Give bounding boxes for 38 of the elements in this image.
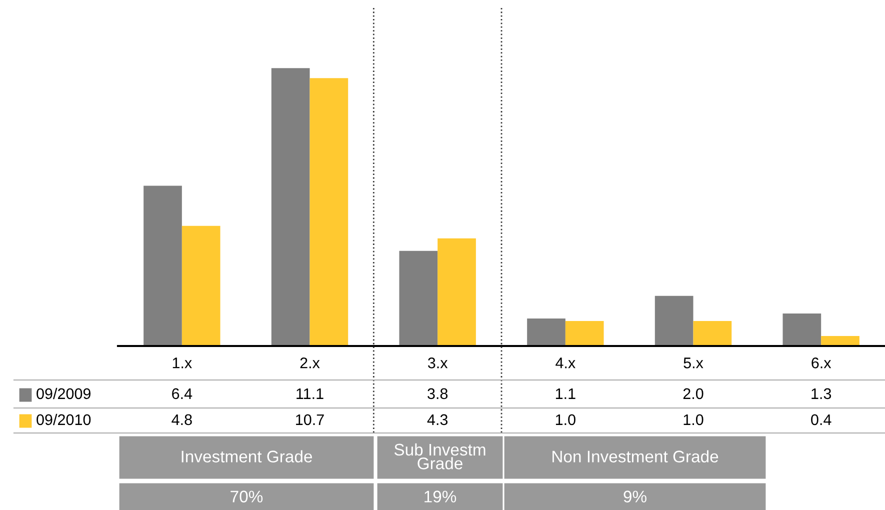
x-tick-label: 1.x [172,358,192,368]
bar [310,78,348,346]
bar [182,226,220,346]
bar [654,296,694,346]
data-label: 1.3 [812,388,832,400]
data-label: 10.7 [296,414,324,426]
data-label: 1.0 [556,414,576,426]
text: Sub Investm Grade [394,443,486,470]
legend-label: 09/2009 [36,388,90,400]
bar [527,318,566,346]
text: Investment Grade [182,450,312,462]
legend-label: 09/2010 [36,414,91,426]
text: Non Investment Grade [552,450,718,462]
bar [565,320,604,346]
x-tick-label: 5.x [684,358,704,368]
bar [438,238,476,346]
x-tick-label: 4.x [556,358,576,368]
data-label: 11.1 [296,388,324,399]
x-tick-label: 6.x [812,358,832,368]
bar [782,313,822,346]
data-label: 2.0 [683,388,704,400]
data-label: 1.1 [556,388,576,399]
text: 70% [230,490,263,502]
bar [399,250,438,346]
text: 19% [424,490,456,502]
bar [693,320,732,346]
data-label: 3.8 [428,388,448,400]
x-tick-label: 2.x [300,358,320,368]
data-label: 4.8 [172,414,192,426]
data-label: 4.3 [427,414,448,426]
bar [271,68,310,346]
text: 9% [624,490,646,502]
bar [144,186,182,346]
data-label: 6.4 [172,388,192,400]
bar [821,336,860,346]
data-label: 1.0 [684,414,704,426]
data-label: 0.4 [811,414,832,426]
x-tick-label: 3.x [428,358,448,368]
